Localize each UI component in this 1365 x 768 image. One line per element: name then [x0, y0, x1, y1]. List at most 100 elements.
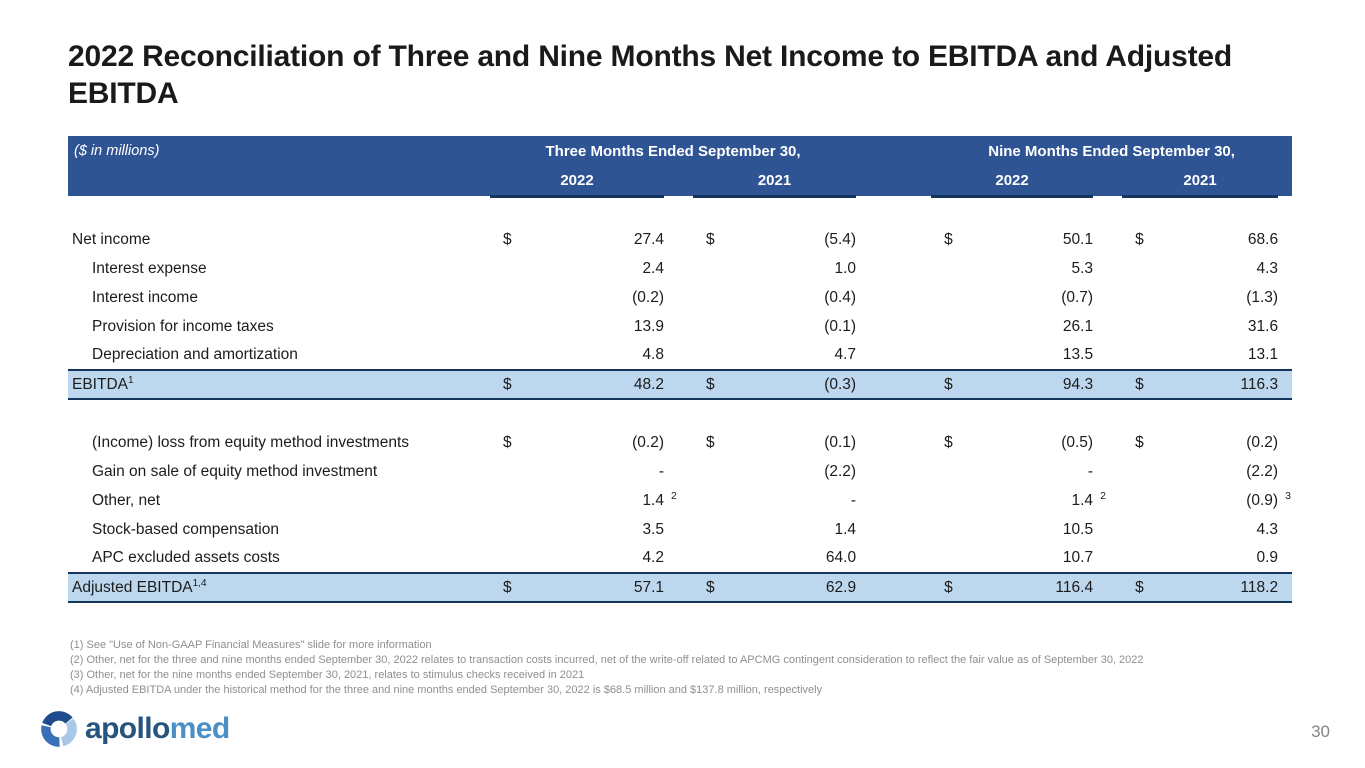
- dollar-sign: [931, 457, 966, 486]
- header-gap: [856, 166, 932, 196]
- cell-value: 50.1: [1062, 230, 1094, 248]
- footnote-ref: [856, 225, 931, 254]
- row-label: Depreciation and amortization: [92, 346, 298, 363]
- dollar-sign: [931, 283, 966, 312]
- dollar-sign: [693, 486, 728, 515]
- table-row: Other, net 1.4 2 - 1.4 2 (0.9) 3: [68, 486, 1292, 515]
- cell-value: (0.9): [1246, 491, 1279, 509]
- cell-value: 116.4: [966, 572, 1094, 603]
- header-year-row: 2022 2021 2022 2021: [68, 166, 1293, 198]
- cell-value: 1.4: [834, 520, 857, 538]
- footnote-ref: [1278, 428, 1292, 457]
- dollar-sign: [490, 486, 525, 515]
- dollar-sign: $: [490, 369, 525, 400]
- footnote-ref: [856, 428, 931, 457]
- period-header-nine-months: Nine Months Ended September 30,: [931, 136, 1293, 166]
- footnote-ref: [1278, 515, 1292, 544]
- table-row: Gain on sale of equity method investment…: [68, 457, 1292, 486]
- slide-title: 2022 Reconciliation of Three and Nine Mo…: [68, 40, 1232, 111]
- cell-value: (0.5): [1061, 433, 1094, 451]
- row-label: (Income) loss from equity method investm…: [92, 433, 410, 451]
- cell-value: 116.3: [1157, 369, 1279, 400]
- footnote-ref: [664, 544, 693, 573]
- cell-value: (0.2): [632, 288, 664, 306]
- dollar-sign: [1122, 544, 1157, 573]
- footnote-ref: [664, 515, 693, 544]
- footnote-ref: 2: [1100, 490, 1106, 502]
- year-header-9m-2021: 2021: [1122, 166, 1279, 198]
- table-row: (Income) loss from equity method investm…: [68, 428, 1292, 457]
- cell-value: 27.4: [633, 230, 664, 248]
- footnote-ref: [1278, 544, 1292, 573]
- cell-value: (0.1): [824, 317, 857, 335]
- dollar-sign: [490, 341, 525, 370]
- dollar-sign: [490, 254, 525, 283]
- dollar-sign: [1122, 486, 1157, 515]
- dollar-sign: $: [693, 369, 728, 400]
- footnote-ref: [856, 544, 931, 573]
- dollar-sign: $: [931, 369, 967, 400]
- footnote-ref: [856, 254, 931, 283]
- table-row: Depreciation and amortization 4.8 4.7 13.5 1…: [68, 341, 1292, 370]
- cell-value: 64.0: [825, 549, 857, 566]
- footnote-line: (2) Other, net for the three and nine mo…: [70, 654, 1144, 666]
- table-body: Net income $27.4 $ (5.4) $50.1 $68.6 Interest …: [68, 196, 1293, 603]
- dollar-sign: [1122, 341, 1157, 370]
- table-row: Interest expense 2.4 1.0 5.3 4.3: [68, 254, 1292, 283]
- cell-value: 1.4: [642, 491, 664, 509]
- cell-value: 5.3: [1071, 259, 1094, 277]
- footnote-ref: [1093, 254, 1122, 283]
- footnote-line: (1) See "Use of Non-GAAP Financial Measu…: [70, 639, 432, 651]
- dollar-sign: [490, 312, 525, 341]
- dollar-sign: $: [944, 230, 953, 248]
- footnote-ref: [664, 254, 693, 283]
- dollar-sign: [1122, 254, 1157, 283]
- footnote-ref: [1093, 225, 1122, 254]
- cell-value: 48.2: [525, 369, 664, 400]
- dollar-sign: [490, 544, 525, 573]
- dollar-sign: $: [706, 433, 715, 451]
- cell-value: 1.0: [834, 259, 857, 277]
- footnote-ref: [1278, 225, 1292, 254]
- cell-value: 62.9: [728, 572, 857, 603]
- footnote-ref: [1093, 312, 1122, 341]
- cell-value: -: [850, 491, 857, 509]
- cell-value: 13.5: [1062, 346, 1094, 363]
- cell-value: 4.2: [642, 549, 664, 566]
- dollar-sign: [931, 544, 966, 573]
- dollar-sign: $: [503, 230, 512, 248]
- dollar-sign: [693, 457, 728, 486]
- cell-value: 2.4: [642, 259, 664, 277]
- cell-value: (0.1): [824, 433, 857, 451]
- footnote-ref: [664, 312, 693, 341]
- footnote-ref: [664, 341, 693, 370]
- total-row: Adjusted EBITDA1,4 $57.1 $62.9 $116.4 $118.2: [68, 572, 1293, 603]
- row-label: Provision for income taxes: [92, 317, 274, 335]
- spacer-row: [68, 196, 1292, 225]
- dollar-sign: [693, 283, 728, 312]
- dollar-sign: $: [1135, 230, 1144, 248]
- footnote-ref: [1093, 428, 1122, 457]
- dollar-sign: [693, 341, 728, 370]
- cell-value: 4.3: [1256, 520, 1279, 538]
- footnote-ref: 1,4: [192, 577, 207, 589]
- cell-value: 4.3: [1256, 259, 1279, 277]
- footnote-ref: [664, 283, 693, 312]
- cell-value: 10.5: [1062, 520, 1094, 538]
- dollar-sign: [1122, 457, 1157, 486]
- row-label: EBITDA1: [68, 369, 490, 400]
- footnote-ref: [856, 457, 931, 486]
- footnote-ref: [1093, 515, 1122, 544]
- footnote-ref: [856, 341, 931, 370]
- dollar-sign: $: [944, 433, 953, 451]
- dollar-sign: [931, 341, 966, 370]
- footnote-ref: [1093, 369, 1123, 400]
- footnote-ref: [856, 283, 931, 312]
- footnote-ref: [856, 369, 932, 400]
- cell-value: -: [1087, 462, 1094, 480]
- footnote-ref: [1278, 341, 1292, 370]
- footnote-ref: [664, 225, 693, 254]
- cell-value: 26.1: [1062, 317, 1094, 335]
- cell-value: 31.6: [1247, 317, 1279, 335]
